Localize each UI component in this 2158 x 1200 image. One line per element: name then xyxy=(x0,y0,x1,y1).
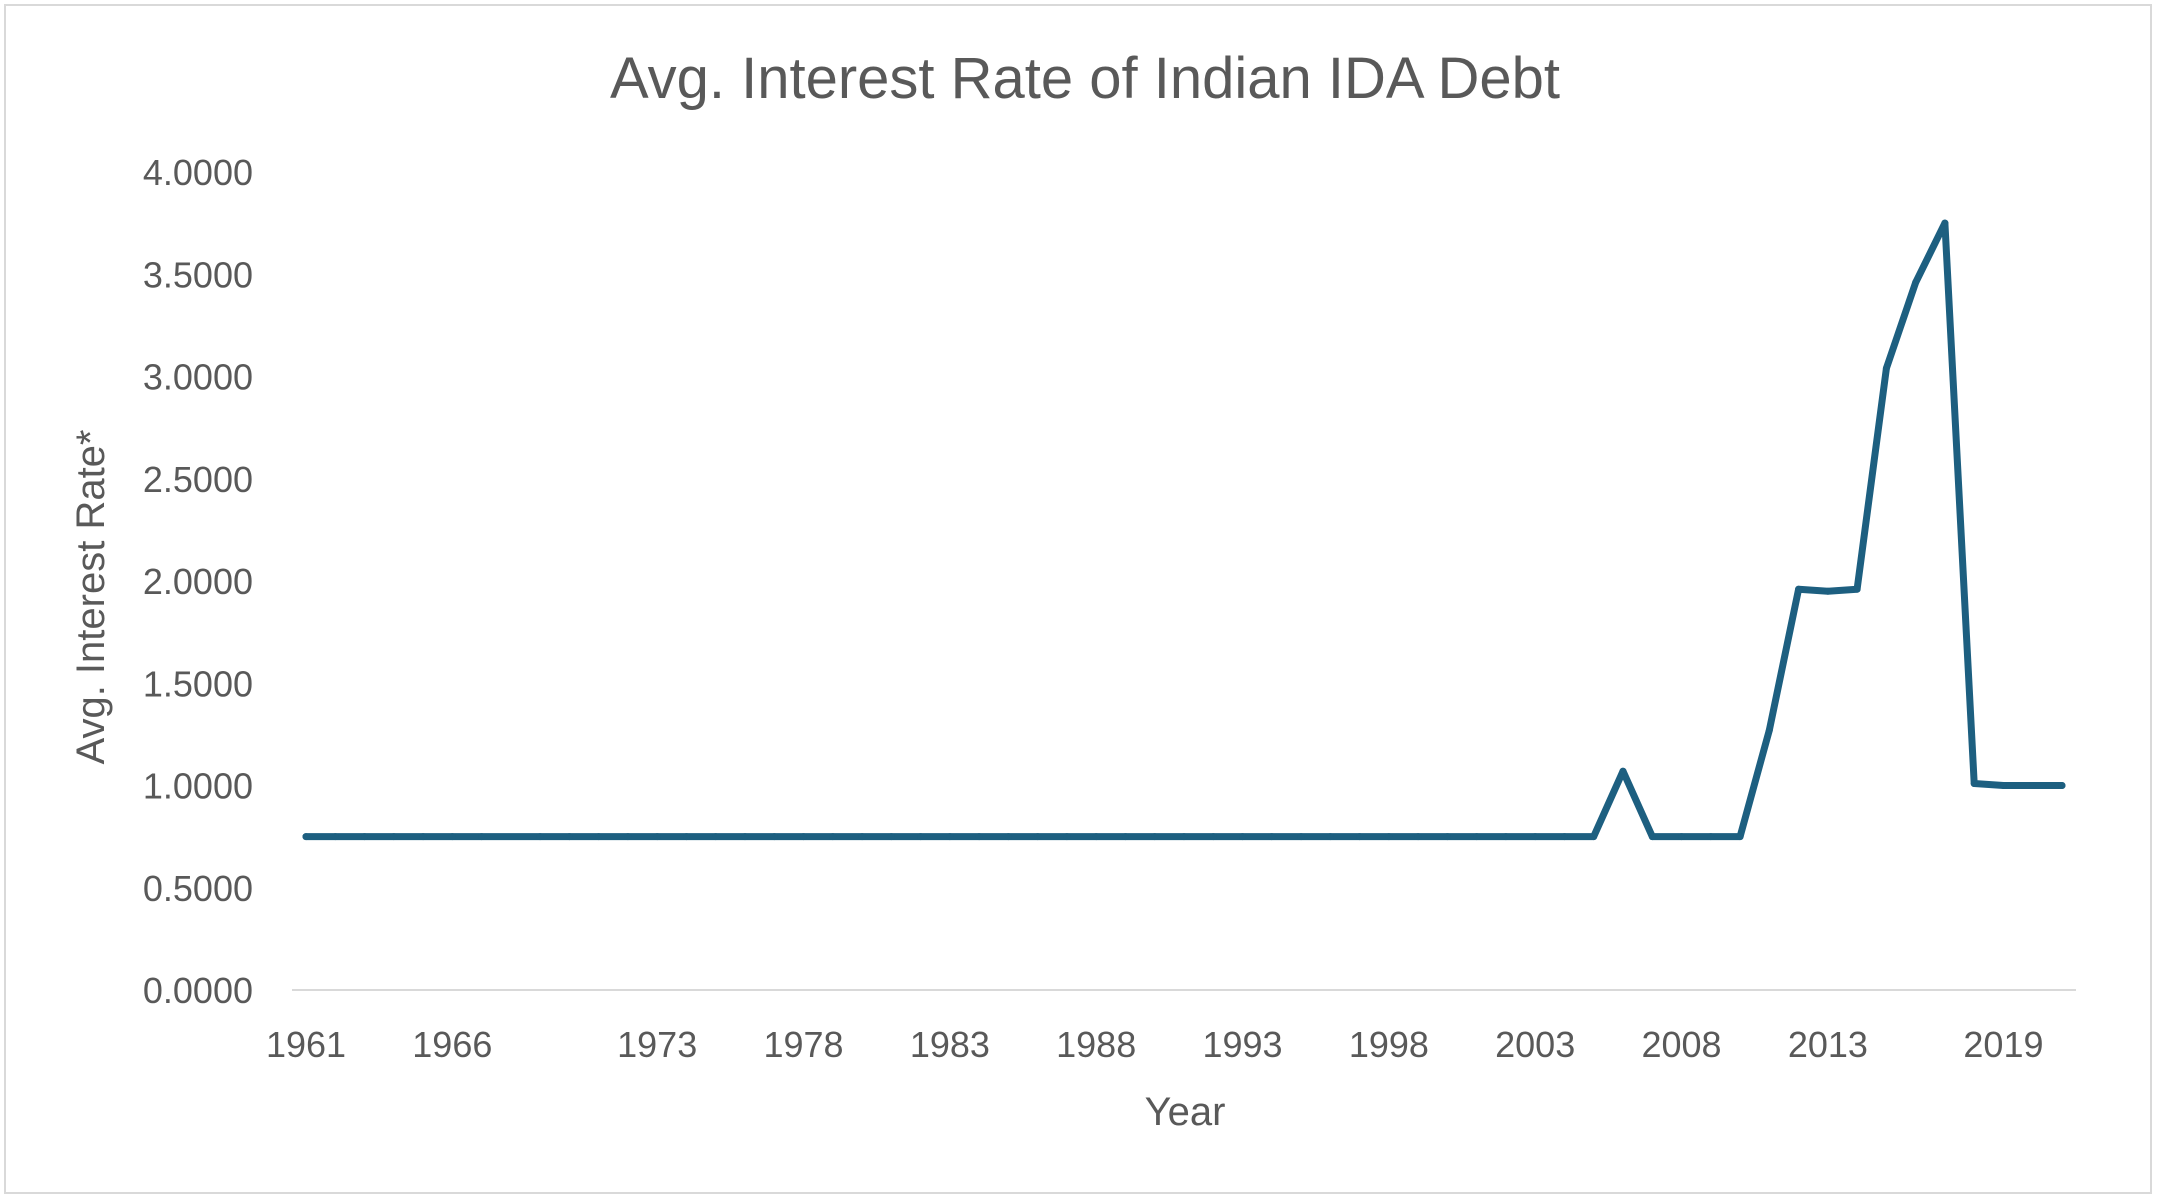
data-point xyxy=(419,833,427,841)
data-point xyxy=(975,833,983,841)
x-tick-label: 1973 xyxy=(617,1024,697,1065)
data-point xyxy=(829,833,837,841)
data-point xyxy=(1092,833,1100,841)
data-point xyxy=(448,833,456,841)
x-tick-label: 2008 xyxy=(1641,1024,1721,1065)
data-point xyxy=(1004,833,1012,841)
data-point xyxy=(1648,833,1656,841)
data-point xyxy=(1180,833,1188,841)
x-tick-label: 1961 xyxy=(266,1024,346,1065)
x-tick-label: 1993 xyxy=(1202,1024,1282,1065)
data-point xyxy=(2029,782,2037,789)
data-point xyxy=(565,833,573,841)
y-tick-label: 1.0000 xyxy=(143,766,253,807)
x-axis-title: Year xyxy=(1145,1090,1226,1134)
y-axis-ticks: 0.0000 0.5000 1.0000 1.5000 2.0000 2.5000 3.00… xyxy=(143,152,253,1011)
data-point xyxy=(917,833,925,841)
y-tick-label: 0.5000 xyxy=(143,868,253,909)
data-point xyxy=(712,833,720,841)
data-point xyxy=(1063,833,1071,841)
data-point xyxy=(770,833,778,841)
data-point xyxy=(1941,219,1949,227)
data-point xyxy=(361,833,368,841)
data-point xyxy=(1795,585,1803,593)
data-point xyxy=(1034,833,1042,841)
data-point xyxy=(800,833,807,841)
data-point xyxy=(1619,767,1627,775)
data-point xyxy=(1122,833,1129,841)
y-tick-label: 1.5000 xyxy=(143,663,253,704)
data-point xyxy=(1561,833,1568,841)
data-point xyxy=(1239,833,1246,841)
data-point xyxy=(1473,833,1481,841)
data-point xyxy=(1882,364,1890,372)
x-tick-label: 2013 xyxy=(1788,1024,1868,1065)
data-point xyxy=(1151,833,1159,841)
data-point xyxy=(390,833,398,841)
x-tick-label: 1983 xyxy=(910,1024,990,1065)
data-point xyxy=(1736,833,1744,841)
x-tick-label: 1998 xyxy=(1349,1024,1429,1065)
y-tick-label: 2.0000 xyxy=(143,561,253,602)
data-point xyxy=(331,833,339,841)
y-tick-label: 4.0000 xyxy=(143,152,253,193)
data-point xyxy=(1531,833,1539,841)
x-tick-label: 2019 xyxy=(1963,1024,2043,1065)
data-point xyxy=(2058,782,2066,789)
data-point xyxy=(741,833,749,841)
y-tick-label: 3.5000 xyxy=(143,254,253,295)
data-point xyxy=(1824,587,1832,595)
data-point xyxy=(1326,833,1334,841)
data-points xyxy=(302,219,2066,841)
data-point xyxy=(1590,833,1598,841)
data-point xyxy=(1297,833,1305,841)
x-axis-ticks: 1961 1966 1973 1978 1983 1988 1993 1998 2003 2008… xyxy=(266,1024,2044,1065)
y-tick-label: 2.5000 xyxy=(143,459,253,500)
data-point xyxy=(1970,780,1978,787)
data-point xyxy=(302,833,310,841)
x-tick-label: 1988 xyxy=(1056,1024,1136,1065)
data-point xyxy=(653,833,661,841)
data-point xyxy=(1356,833,1364,841)
data-point xyxy=(1853,585,1861,593)
data-point xyxy=(595,833,603,841)
data-point xyxy=(1443,833,1451,841)
y-axis-title: Avg. Interest Rate* xyxy=(69,430,113,765)
data-point xyxy=(1268,833,1276,841)
data-point xyxy=(536,833,544,841)
y-tick-label: 0.0000 xyxy=(143,970,253,1011)
data-point xyxy=(2000,782,2007,789)
x-tick-label: 1978 xyxy=(763,1024,843,1065)
data-point xyxy=(1414,833,1422,841)
data-point xyxy=(858,833,866,841)
data-point xyxy=(683,833,690,841)
data-point xyxy=(1707,833,1715,841)
data-point xyxy=(946,833,954,841)
x-tick-label: 1966 xyxy=(412,1024,492,1065)
data-point xyxy=(887,833,895,841)
data-point xyxy=(1678,833,1685,841)
data-point xyxy=(1502,833,1510,841)
x-tick-label: 2003 xyxy=(1495,1024,1575,1065)
y-tick-label: 3.0000 xyxy=(143,357,253,398)
data-point xyxy=(1385,833,1393,841)
data-point xyxy=(1765,726,1773,734)
data-point xyxy=(1912,278,1920,286)
data-point xyxy=(1209,833,1217,841)
series-line xyxy=(302,219,2066,841)
chart-title: Avg. Interest Rate of Indian IDA Debt xyxy=(610,46,1560,111)
data-point xyxy=(478,833,486,841)
data-point xyxy=(624,833,632,841)
